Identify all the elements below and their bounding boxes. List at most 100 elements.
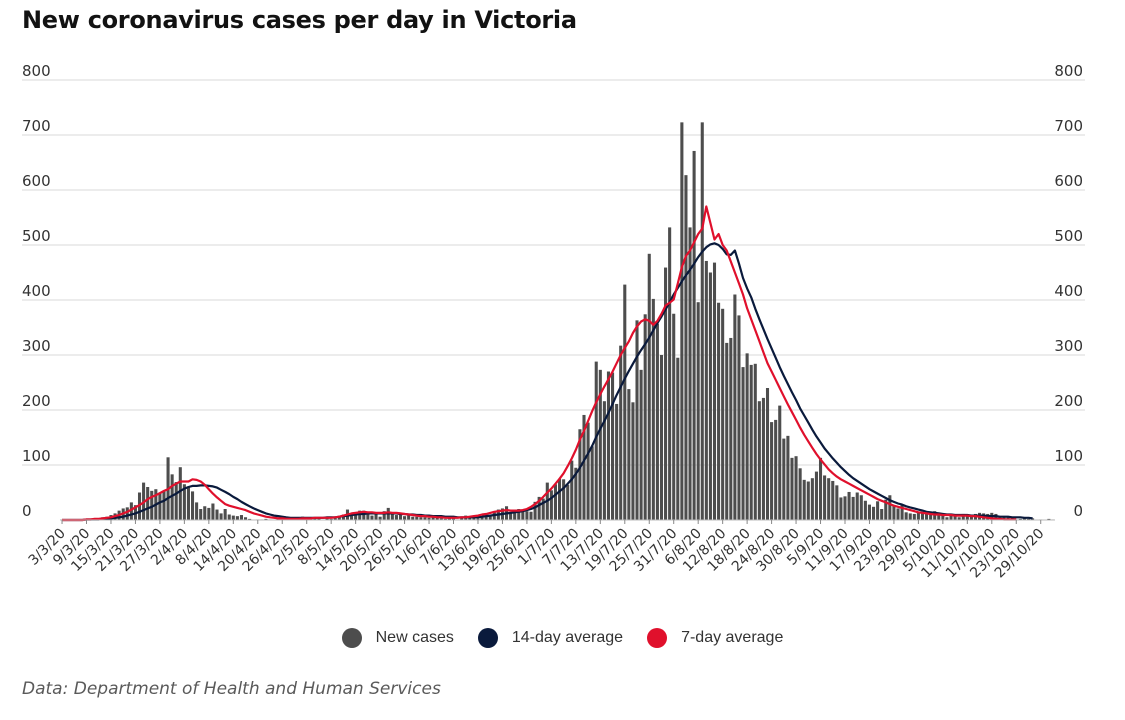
bar (884, 499, 888, 520)
y-tick-label-right: 200 (1054, 392, 1083, 410)
bar (602, 401, 606, 520)
bar (794, 456, 798, 520)
bar (403, 516, 407, 520)
bar (892, 505, 896, 520)
bar (729, 337, 733, 520)
bar (908, 513, 912, 520)
bar (598, 369, 602, 520)
bar (1006, 516, 1010, 520)
y-tick-label: 400 (22, 282, 51, 300)
bar (790, 457, 794, 520)
bar (827, 478, 831, 520)
bar (411, 516, 415, 520)
bar (668, 227, 672, 520)
bar (851, 496, 855, 520)
bar (235, 516, 239, 520)
legend-item-7-day-average: 7-day average (647, 628, 783, 648)
bar (211, 503, 215, 520)
bar (435, 517, 439, 520)
bar (199, 509, 203, 520)
legend-label: New cases (375, 629, 454, 646)
bar (753, 363, 757, 520)
bar (186, 486, 190, 520)
bar (969, 514, 973, 520)
bar (517, 509, 521, 520)
legend-swatch-7-day-average (647, 628, 668, 648)
bar (1031, 518, 1035, 520)
line-series (60, 205, 1055, 522)
bar (835, 485, 839, 520)
bar (570, 460, 574, 520)
bar (749, 364, 753, 520)
bar (574, 467, 578, 520)
bar (757, 401, 761, 520)
bar (513, 510, 517, 520)
bar (407, 514, 411, 520)
bar (182, 484, 186, 520)
bar (904, 512, 908, 520)
bar (350, 513, 354, 520)
bar (1047, 518, 1051, 520)
bar (594, 361, 598, 520)
bar (925, 512, 929, 520)
bar (362, 510, 366, 520)
bar (888, 495, 892, 520)
bar (129, 502, 133, 520)
bar (717, 302, 721, 520)
bar (688, 227, 692, 520)
bar (558, 478, 562, 520)
bar (394, 515, 398, 520)
bar (643, 314, 647, 520)
bar (521, 510, 525, 520)
line-14-day-average (62, 242, 1033, 522)
bar (814, 471, 818, 520)
bar (615, 403, 619, 520)
bar (1018, 518, 1022, 520)
bar (765, 388, 770, 520)
bar (427, 517, 431, 520)
bar (659, 355, 664, 520)
bar (480, 516, 484, 520)
bar (423, 517, 427, 520)
bar (839, 497, 843, 520)
bar (929, 513, 933, 520)
bar (468, 517, 472, 520)
bar (876, 501, 880, 520)
bar (655, 323, 659, 520)
bar (333, 518, 337, 520)
bar (586, 422, 590, 520)
bar (770, 422, 774, 520)
bar (696, 302, 700, 520)
bar (745, 353, 749, 520)
bar (741, 367, 745, 520)
bar (215, 509, 219, 520)
bar (248, 518, 252, 520)
bar (880, 509, 884, 520)
bar (810, 478, 814, 520)
legend-item-new-cases: New cases (341, 628, 454, 648)
bar (676, 357, 680, 520)
bar (590, 446, 594, 520)
bar (606, 371, 611, 520)
bar (782, 438, 786, 520)
bar (737, 315, 741, 520)
bar (664, 267, 668, 520)
bar (378, 516, 382, 520)
bar (725, 342, 729, 520)
bar (443, 518, 447, 520)
bar (859, 495, 863, 520)
bar (867, 504, 871, 520)
bar (818, 457, 823, 520)
bar (916, 511, 920, 520)
y-tick-label-right: 500 (1054, 227, 1083, 245)
bar (704, 260, 708, 520)
legend-label: 7-day average (681, 629, 784, 646)
bar (635, 320, 639, 520)
bar (223, 509, 227, 520)
bar (651, 298, 655, 520)
legend-swatch-14-day-average (477, 628, 498, 648)
bar (680, 122, 684, 520)
y-tick-label: 300 (22, 337, 51, 355)
bar (847, 491, 851, 520)
source-note: Data: Department of Health and Human Ser… (22, 679, 441, 699)
